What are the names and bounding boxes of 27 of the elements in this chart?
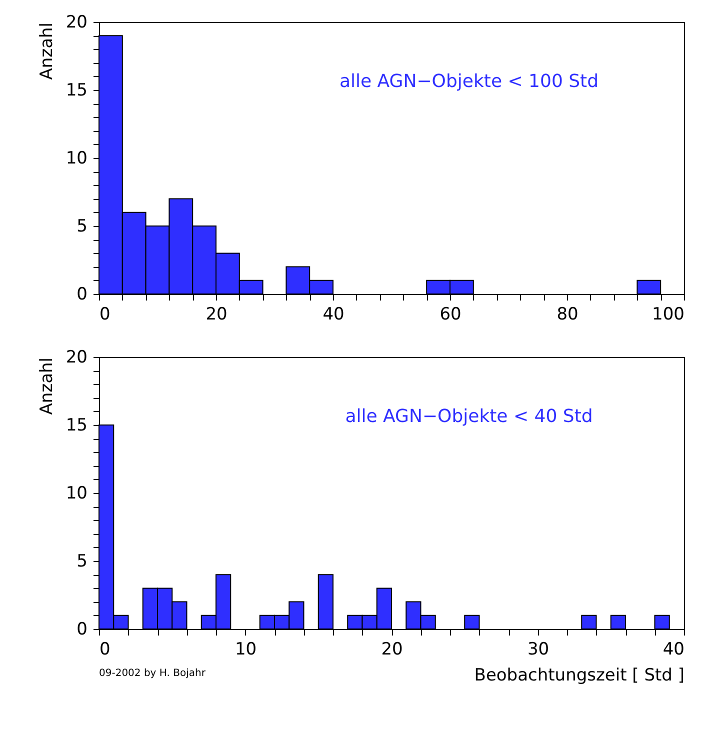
x-axis-title: Beobachtungszeit [ Std ]	[474, 666, 684, 686]
x-tick-label: 80	[556, 304, 578, 324]
x-tick-label: 0	[100, 640, 110, 660]
x-tick-label: 40	[662, 640, 684, 660]
x-tick-label: 20	[206, 304, 228, 324]
y-tick-label: 0	[76, 620, 88, 640]
x-tick-label: 40	[322, 304, 344, 324]
y-tick-label: 10	[66, 484, 88, 504]
x-tick-label: 0	[100, 304, 110, 324]
x-tick-label: 10	[234, 640, 257, 660]
y-tick-label: 10	[66, 148, 88, 168]
annotation: alle AGN−Objekte < 40 Std	[345, 406, 593, 427]
annotation: alle AGN−Objekte < 100 Std	[339, 71, 599, 92]
y-axis-title: Anzahl	[36, 22, 57, 80]
y-axis-title: Anzahl	[36, 358, 57, 415]
y-tick-label: 5	[76, 552, 88, 572]
y-tick-label: 5	[76, 216, 88, 236]
y-tick-label: 0	[76, 284, 88, 304]
x-tick-label: 100	[652, 304, 684, 324]
x-tick-label: 30	[527, 640, 550, 660]
y-tick-label: 20	[66, 12, 88, 32]
x-tick-label: 20	[381, 640, 403, 660]
text: 09-2002 by H. Bojahr	[99, 668, 206, 679]
y-tick-label: 15	[66, 80, 88, 100]
x-tick-label: 60	[440, 304, 462, 324]
y-tick-label: 20	[66, 348, 88, 368]
y-tick-label: 15	[66, 416, 88, 436]
